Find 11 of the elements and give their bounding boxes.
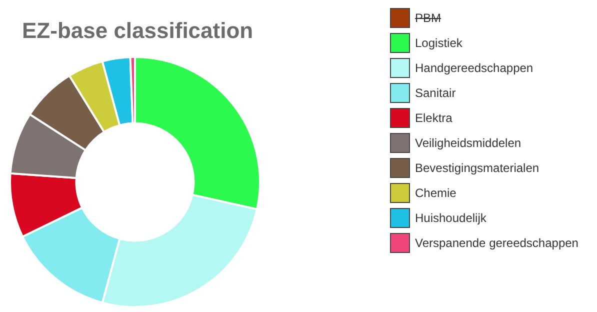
legend-label: Handgereedschappen (415, 60, 534, 74)
legend-label: Huishoudelijk (415, 210, 486, 224)
legend-label: Sanitair (415, 86, 456, 100)
legend-label: Veiligheidsmiddelen (415, 136, 522, 150)
legend-label: PBM (415, 10, 442, 24)
legend-label: Elektra (415, 110, 452, 124)
legend-label: Logistiek (415, 36, 462, 50)
text: EZ-base classification (22, 18, 254, 44)
legend-label: Chemie (415, 186, 456, 200)
legend-label: Verspanende gereedschappen (415, 236, 578, 250)
legend-label: Bevestigingsmaterialen (415, 160, 540, 174)
